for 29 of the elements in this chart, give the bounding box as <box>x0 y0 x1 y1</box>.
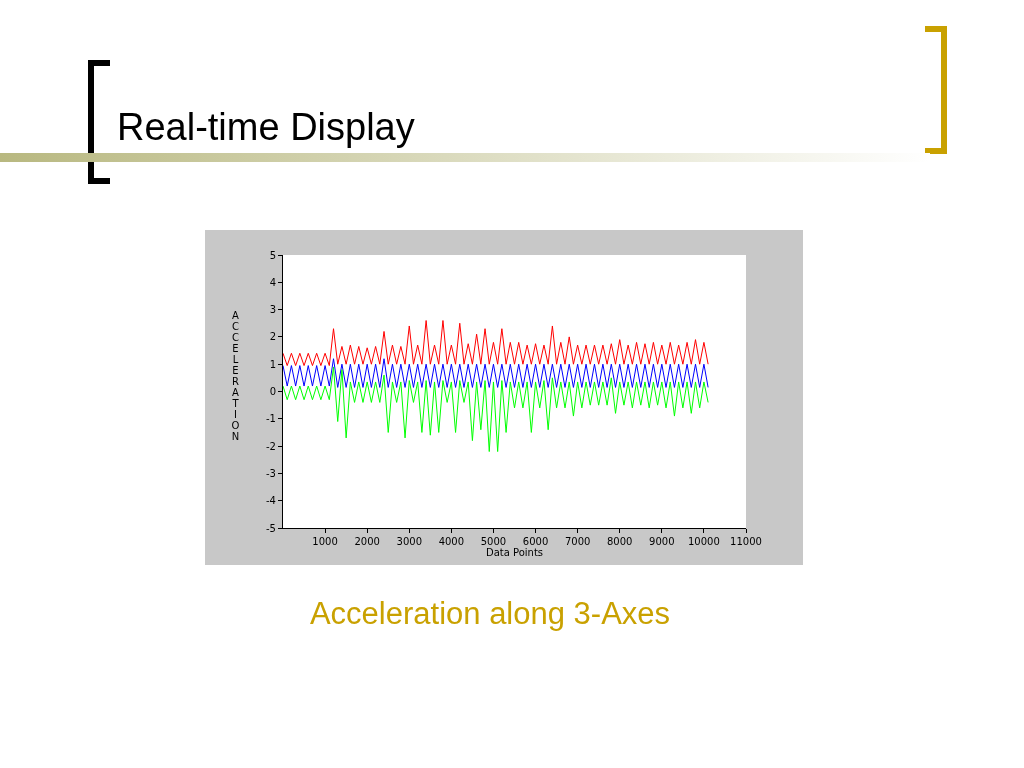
y-tick-label: 4 <box>269 276 276 288</box>
x-tick-label: 10000 <box>688 536 720 547</box>
y-axis-title: ACCELERATION <box>230 310 241 442</box>
line-series <box>283 320 709 367</box>
y-tick-label: 0 <box>269 386 276 397</box>
y-tick-label: -1 <box>266 413 276 425</box>
x-tick-label: 5000 <box>480 536 507 547</box>
line-series <box>283 366 709 453</box>
x-tick-label: 6000 <box>522 536 549 547</box>
y-tick-label: -2 <box>266 440 276 452</box>
x-tick-label: 2000 <box>354 536 380 547</box>
y-tick-label: -3 <box>266 467 276 479</box>
y-tick-label: 3 <box>269 304 276 316</box>
x-tick-label: 4000 <box>438 536 465 547</box>
y-tick-label: 5 <box>269 249 276 261</box>
x-tick-label: 9000 <box>649 536 675 547</box>
y-tick-label: -4 <box>266 495 276 507</box>
line-series <box>283 358 709 388</box>
y-tick-label: 1 <box>269 358 276 370</box>
x-tick-label: 8000 <box>607 536 633 547</box>
text: Acceleration along 3-Axes <box>308 596 672 632</box>
y-tick-label: -5 <box>266 522 276 534</box>
x-tick-label: 11000 <box>730 536 762 547</box>
x-tick-label: 1000 <box>312 536 338 547</box>
x-tick-label: 7000 <box>564 536 591 547</box>
chart-title: Real-time Display <box>117 106 415 149</box>
x-axis-title: Data Points <box>485 547 544 558</box>
x-tick-label: 3000 <box>396 536 422 547</box>
y-tick-label: 2 <box>269 331 276 343</box>
